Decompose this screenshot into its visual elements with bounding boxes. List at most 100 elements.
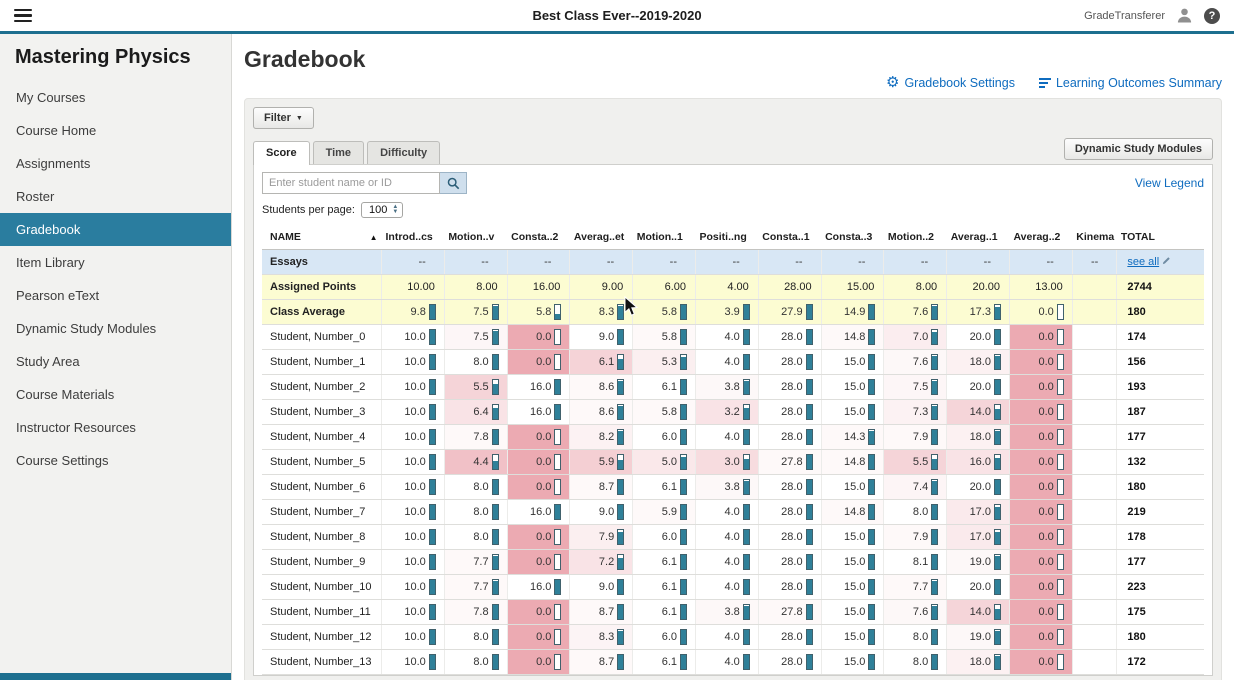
student-row: Student, Number_8 10.0 8.0 0.0 7.9 6.0 4.0 28.0…: [262, 524, 1204, 550]
search-icon: [447, 177, 459, 189]
score-cell: 0.0: [1009, 399, 1073, 425]
summary-bars-icon: [1038, 77, 1051, 88]
learning-outcomes-link[interactable]: Learning Outcomes Summary: [1038, 75, 1222, 90]
hamburger-menu-icon[interactable]: [14, 8, 32, 23]
score-bar-icon: [491, 629, 499, 645]
score-bar-icon: [617, 629, 625, 645]
score-bar-icon: [1056, 454, 1064, 470]
student-row: Student, Number_5 10.0 4.4 0.0 5.9 5.0 3.0 27.8…: [262, 449, 1204, 475]
filter-button[interactable]: Filter ▼: [253, 107, 314, 129]
column-header-consta-3[interactable]: Consta..3: [821, 225, 884, 250]
column-header-motion-2[interactable]: Motion..2: [883, 225, 947, 250]
score-cell: 7.9: [883, 524, 948, 550]
score-bar-icon: [428, 604, 436, 620]
score-bar-icon: [491, 579, 499, 595]
score-bar-icon: [868, 504, 876, 520]
score-cell: 14.0: [946, 399, 1010, 425]
score-bar-icon: [1056, 429, 1064, 445]
column-header-total[interactable]: TOTAL: [1116, 225, 1204, 250]
view-legend-link[interactable]: View Legend: [1134, 176, 1204, 190]
student-search-input[interactable]: [262, 172, 440, 194]
see-all-link[interactable]: see all: [1127, 256, 1160, 268]
score-bar-icon: [1056, 304, 1064, 320]
cell: 8.00: [883, 274, 948, 300]
score-bar-icon: [491, 379, 499, 395]
tab-time[interactable]: Time: [312, 141, 365, 164]
sidebar-item-my-courses[interactable]: My Courses: [16, 90, 86, 105]
column-header-motion-v[interactable]: Motion..v: [444, 225, 508, 250]
cell: [1072, 499, 1118, 525]
score-cell: 8.6: [569, 399, 634, 425]
total-cell: 180: [1116, 474, 1204, 500]
sidebar-item-gradebook[interactable]: Gradebook: [0, 213, 231, 246]
column-header-averag-2[interactable]: Averag..2: [1009, 225, 1073, 250]
score-bar-icon: [554, 604, 562, 620]
column-header-averag-et[interactable]: Averag..et: [569, 225, 633, 250]
score-cell: 7.6: [883, 349, 948, 375]
score-bar-icon: [868, 354, 876, 370]
column-header-averag-1[interactable]: Averag..1: [946, 225, 1010, 250]
column-header-introd-cs[interactable]: Introd..cs: [381, 225, 445, 250]
sidebar-item-course-settings[interactable]: Course Settings: [16, 453, 109, 468]
column-header-consta-1[interactable]: Consta..1: [758, 225, 822, 250]
score-cell: 17.0: [946, 524, 1010, 550]
column-header-motion-1[interactable]: Motion..1: [632, 225, 696, 250]
sidebar-item-course-materials[interactable]: Course Materials: [16, 387, 115, 402]
score-bar-icon: [931, 604, 939, 620]
sidebar-item-assignments[interactable]: Assignments: [16, 156, 91, 171]
cell: --: [381, 249, 445, 275]
sidebar-item-roster[interactable]: Roster: [16, 189, 55, 204]
score-cell: 16.0: [946, 449, 1010, 475]
sidebar-item-study-area[interactable]: Study Area: [16, 354, 80, 369]
student-row: Student, Number_11 10.0 7.8 0.0 8.7 6.1 3.8 27.…: [262, 599, 1204, 625]
cell: [1072, 574, 1118, 600]
score-bar-icon: [617, 554, 625, 570]
row-name: Assigned Points: [262, 274, 383, 300]
score-cell: 18.0: [946, 424, 1010, 450]
score-cell: 8.0: [444, 524, 508, 550]
sidebar-item-dynamic-study-modules[interactable]: Dynamic Study Modules: [16, 321, 157, 336]
sidebar-item-item-library[interactable]: Item Library: [16, 255, 85, 270]
score-bar-icon: [680, 629, 687, 645]
score-bar-icon: [428, 529, 436, 545]
score-bar-icon: [1056, 354, 1064, 370]
pencil-icon[interactable]: [1162, 256, 1171, 265]
row-name: Student, Number_1: [262, 349, 383, 375]
per-page-select[interactable]: 100 ▲ ▼: [360, 202, 404, 218]
score-bar-icon: [931, 504, 939, 520]
gradebook-settings-link[interactable]: ⚙ Gradebook Settings: [886, 75, 1015, 90]
total-cell: 193: [1116, 374, 1204, 400]
score-bar-icon: [993, 379, 1001, 395]
score-cell: 14.8: [821, 324, 885, 350]
column-header-kinema[interactable]: Kinema: [1072, 225, 1117, 250]
person-icon[interactable]: [1176, 7, 1193, 24]
score-cell: 5.3: [632, 349, 696, 375]
tab-score[interactable]: Score: [253, 141, 310, 165]
sidebar-item-instructor-resources[interactable]: Instructor Resources: [16, 420, 136, 435]
student-row: Student, Number_9 10.0 7.7 0.0 7.2 6.1 4.0 28.0…: [262, 549, 1204, 575]
score-cell: 28.0: [758, 524, 822, 550]
score-cell: 5.8: [632, 399, 696, 425]
search-button[interactable]: [440, 172, 467, 194]
score-cell: 7.8: [444, 424, 508, 450]
score-cell: 0.0: [1009, 549, 1073, 575]
dynamic-study-modules-button[interactable]: Dynamic Study Modules: [1063, 138, 1213, 160]
cell: [1072, 274, 1118, 300]
sidebar-item-pearson-etext[interactable]: Pearson eText: [16, 288, 100, 303]
score-cell: 28.0: [758, 624, 822, 650]
gradebook-table: NAME ▲ Introd..cs Motion..v Consta..2 Averag.…: [262, 225, 1204, 675]
score-cell: 27.8: [758, 599, 822, 625]
sidebar-item-course-home[interactable]: Course Home: [16, 123, 97, 138]
score-bar-icon: [742, 329, 750, 345]
tab-difficulty[interactable]: Difficulty: [367, 141, 441, 164]
cell: 28.00: [758, 274, 822, 300]
column-header-name[interactable]: NAME ▲: [262, 225, 382, 250]
score-bar-icon: [868, 579, 876, 595]
score-bar-icon: [931, 429, 939, 445]
score-cell: 5.5: [883, 449, 948, 475]
total-cell: 223: [1116, 574, 1204, 600]
help-icon[interactable]: ?: [1204, 7, 1220, 24]
column-header-consta-2[interactable]: Consta..2: [507, 225, 570, 250]
column-header-positi-ng[interactable]: Positi..ng: [695, 225, 759, 250]
score-bar-icon: [491, 304, 499, 320]
